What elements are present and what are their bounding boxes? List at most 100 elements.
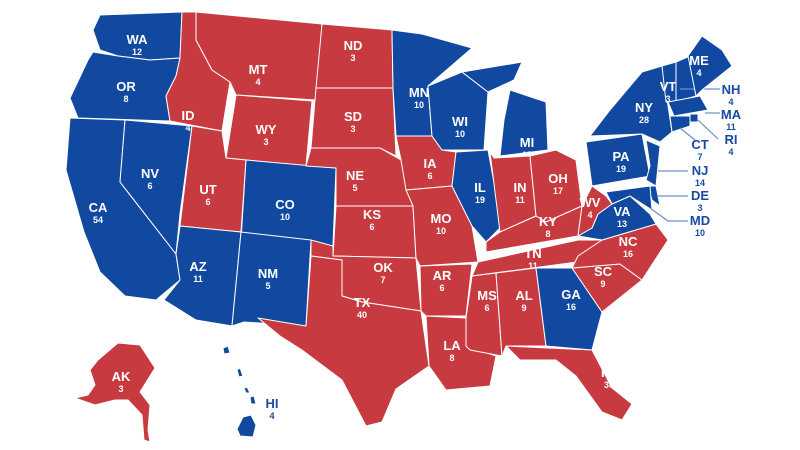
electoral-votes: 11 xyxy=(515,195,525,205)
state-shape[interactable] xyxy=(669,115,691,133)
state-abbr: OK xyxy=(373,260,393,275)
state-abbr: AR xyxy=(433,268,452,283)
state-shape[interactable] xyxy=(605,185,653,211)
state-al[interactable]: AL9 xyxy=(495,267,547,357)
state-shape[interactable] xyxy=(461,61,523,93)
state-abbr: VA xyxy=(613,204,631,219)
electoral-votes: 6 xyxy=(439,283,444,293)
state-abbr: AK xyxy=(112,369,131,384)
state-abbr: VT xyxy=(660,79,677,94)
state-abbr: MI xyxy=(520,135,534,150)
electoral-votes: 3 xyxy=(350,124,355,134)
state-ar[interactable]: AR6 xyxy=(419,263,473,317)
state-shape[interactable] xyxy=(577,185,613,237)
state-abbr: GA xyxy=(561,287,581,302)
state-shape[interactable] xyxy=(74,342,156,443)
state-wv[interactable]: WV4 xyxy=(577,185,613,237)
state-abbr: KY xyxy=(539,214,557,229)
electoral-votes: 8 xyxy=(449,353,454,363)
electoral-votes: 6 xyxy=(147,181,152,191)
state-abbr: WA xyxy=(127,32,149,47)
electoral-votes: 5 xyxy=(352,183,357,193)
electoral-votes: 10 xyxy=(414,100,424,110)
state-nv[interactable]: NV6 xyxy=(119,119,193,255)
state-shape[interactable] xyxy=(499,89,549,157)
state-me[interactable]: ME4 xyxy=(687,35,733,97)
electoral-votes: 10 xyxy=(455,129,465,139)
electoral-votes: 8 xyxy=(123,94,128,104)
state-abbr: NY xyxy=(635,100,653,115)
state-or[interactable]: OR8 xyxy=(69,51,181,122)
state-abbr: IA xyxy=(424,156,438,171)
state-shape[interactable] xyxy=(485,205,583,253)
state-ky[interactable]: KY8 xyxy=(485,205,583,253)
state-abbr: IL xyxy=(474,180,486,195)
electoral-votes: 10 xyxy=(436,226,446,236)
state-de[interactable]: DE3 xyxy=(647,185,709,213)
electoral-votes: 4 xyxy=(185,123,190,133)
state-ks[interactable]: KS6 xyxy=(332,205,417,259)
state-abbr: FL xyxy=(601,365,617,380)
state-abbr: ME xyxy=(689,53,709,68)
electoral-votes: 3 xyxy=(350,53,355,63)
state-shape[interactable] xyxy=(645,139,661,187)
state-shape[interactable] xyxy=(119,119,193,255)
state-abbr: CA xyxy=(89,200,108,215)
state-nm[interactable]: NM5 xyxy=(231,231,312,327)
electoral-votes: 4 xyxy=(255,77,260,87)
state-hi[interactable]: HI4 xyxy=(222,345,279,438)
state-shape[interactable] xyxy=(689,113,699,123)
state-abbr: AZ xyxy=(189,259,206,274)
state-ms[interactable]: MS6 xyxy=(465,272,503,357)
state-abbr: CT xyxy=(691,137,708,152)
state-shape[interactable] xyxy=(236,414,257,438)
state-ri[interactable]: RI4 xyxy=(689,113,738,157)
state-abbr: UT xyxy=(199,182,216,197)
state-ak[interactable]: AK3 xyxy=(74,342,156,443)
state-shape[interactable] xyxy=(687,35,733,97)
electoral-votes: 10 xyxy=(695,228,705,238)
state-shape[interactable] xyxy=(243,386,251,394)
state-shape[interactable] xyxy=(505,345,633,421)
state-shape[interactable] xyxy=(249,395,257,405)
state-sd[interactable]: SD3 xyxy=(310,87,397,157)
state-wy[interactable]: WY3 xyxy=(225,94,313,167)
electoral-votes: 6 xyxy=(369,222,374,232)
electoral-votes: 17 xyxy=(553,186,563,196)
electoral-votes: 3 xyxy=(263,137,268,147)
state-shape[interactable] xyxy=(222,345,231,355)
electoral-votes: 30 xyxy=(604,380,614,390)
state-ct[interactable]: CT7 xyxy=(669,115,709,162)
state-shape[interactable] xyxy=(419,263,473,317)
leader-line xyxy=(697,119,719,140)
electoral-votes: 19 xyxy=(616,164,626,174)
state-shape[interactable] xyxy=(236,367,244,378)
state-abbr: CO xyxy=(275,197,295,212)
state-abbr: WY xyxy=(256,122,277,137)
state-shape[interactable] xyxy=(495,267,547,357)
electoral-votes: 11 xyxy=(528,261,538,271)
state-shape[interactable] xyxy=(589,65,673,143)
state-abbr: WV xyxy=(580,195,601,210)
electoral-votes: 6 xyxy=(205,197,210,207)
electoral-votes: 5 xyxy=(265,281,270,291)
state-nd[interactable]: ND3 xyxy=(315,23,394,89)
state-ne[interactable]: NE5 xyxy=(305,147,414,207)
state-shape[interactable] xyxy=(667,95,709,117)
state-abbr: MD xyxy=(690,213,710,228)
